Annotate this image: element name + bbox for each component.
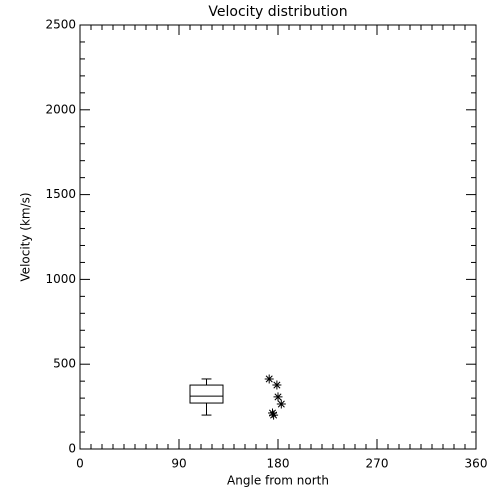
- y-tick-label: 0: [68, 442, 76, 456]
- x-axis-label: Angle from north: [227, 474, 329, 488]
- point: [273, 392, 283, 402]
- x-tick-label: 270: [366, 457, 389, 471]
- x-tick-label: 360: [465, 457, 488, 471]
- y-tick-label: 1500: [45, 187, 76, 201]
- y-tick-label: 1000: [45, 272, 76, 286]
- y-tick-label: 2500: [45, 18, 76, 32]
- chart-title: Velocity distribution: [208, 4, 347, 20]
- point: [272, 380, 282, 390]
- point: [264, 374, 274, 384]
- box: [189, 384, 224, 404]
- x-tick-label: 90: [171, 457, 186, 471]
- y-axis-label: Velocity (km/s): [19, 192, 33, 281]
- point: [268, 408, 277, 418]
- x-tick-label: 180: [267, 457, 290, 471]
- y-tick-label: 500: [53, 357, 76, 371]
- y-tick-label: 2000: [45, 102, 76, 116]
- point: [269, 410, 279, 420]
- x-tick-label: 0: [76, 457, 84, 471]
- point: [276, 399, 286, 409]
